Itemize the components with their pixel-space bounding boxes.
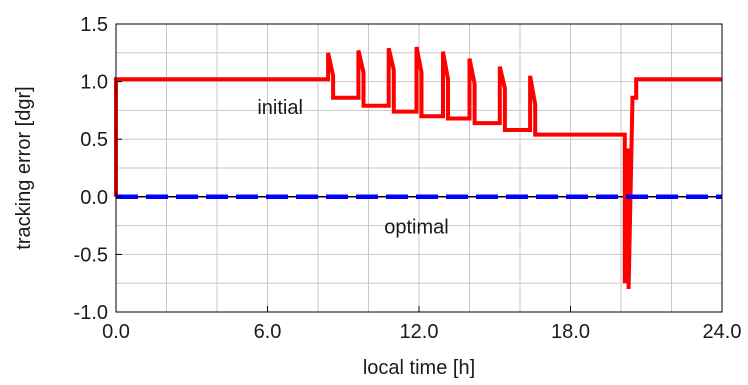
y-tick-labels: -1.0 -0.5 0.0 0.5 1.0 1.5 — [74, 14, 108, 324]
y-axis-label: tracking error [dgr] — [13, 86, 35, 249]
x-tick-labels: 0.0 6.0 12.0 18.0 24.0 — [102, 321, 741, 343]
y-tick-label: 0.0 — [80, 187, 108, 209]
series-line-initial — [114, 46, 722, 290]
y-tick-label: 0.5 — [80, 129, 108, 151]
x-tick-label: 24.0 — [703, 321, 742, 343]
y-tick-label: 1.0 — [80, 72, 108, 94]
series-layer — [114, 46, 722, 290]
annotation-initial: initial — [257, 97, 303, 119]
x-axis-label: local time [h] — [363, 357, 475, 379]
annotation-optimal: optimal — [384, 217, 448, 239]
y-tick-label: 1.5 — [80, 14, 108, 36]
tick-marks — [115, 23, 723, 313]
y-tick-label: -0.5 — [74, 244, 108, 266]
x-tick-label: 6.0 — [254, 321, 282, 343]
y-tick-label: -1.0 — [74, 302, 108, 324]
x-tick-label: 12.0 — [400, 321, 439, 343]
x-tick-label: 0.0 — [102, 321, 130, 343]
x-tick-label: 18.0 — [551, 321, 590, 343]
